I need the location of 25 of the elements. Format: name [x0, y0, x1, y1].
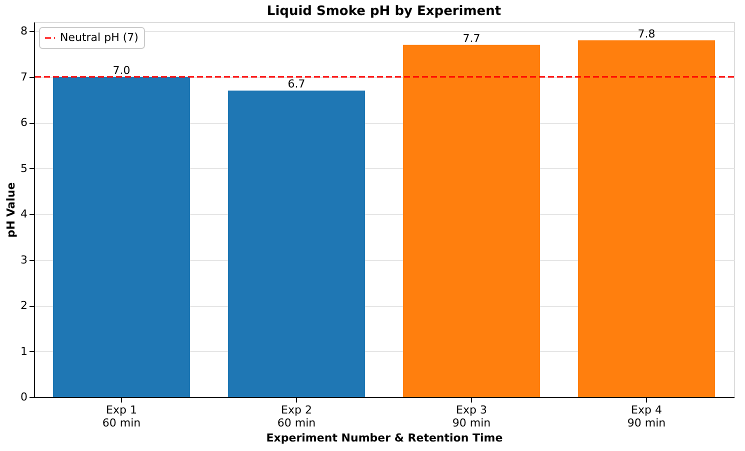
y-tick-label: 4	[20, 208, 28, 221]
data-label: 7.0	[112, 64, 130, 77]
x-tick-label: Exp 1 60 min	[102, 404, 141, 430]
y-tick-label: 1	[20, 344, 28, 358]
x-tick-label: Exp 3 90 min	[452, 404, 491, 430]
y-tick-label: 7	[20, 70, 28, 84]
x-axis-title: Experiment Number & Retention Time	[266, 432, 503, 444]
bar	[403, 44, 540, 397]
x-tick-label: Exp 2 60 min	[277, 404, 316, 430]
y-tick-label: 8	[20, 24, 28, 38]
data-label: 7.8	[638, 27, 656, 40]
bar	[53, 76, 190, 397]
x-tick-label: Exp 4 90 min	[627, 404, 666, 430]
y-tick-label: 5	[20, 162, 28, 175]
y-tick-label: 0	[20, 390, 28, 404]
bar	[228, 90, 365, 397]
data-label: 6.7	[288, 78, 306, 91]
y-tick-label: 2	[20, 299, 28, 312]
y-axis-title: pH Value	[4, 182, 18, 238]
y-tick-label: 6	[20, 116, 28, 130]
legend-label: Neutral pH (7)	[60, 31, 138, 44]
chart-title: Liquid Smoke pH by Experiment	[266, 4, 502, 19]
bar	[578, 40, 715, 397]
y-tick-label: 3	[20, 253, 28, 266]
data-label: 7.7	[462, 32, 480, 45]
